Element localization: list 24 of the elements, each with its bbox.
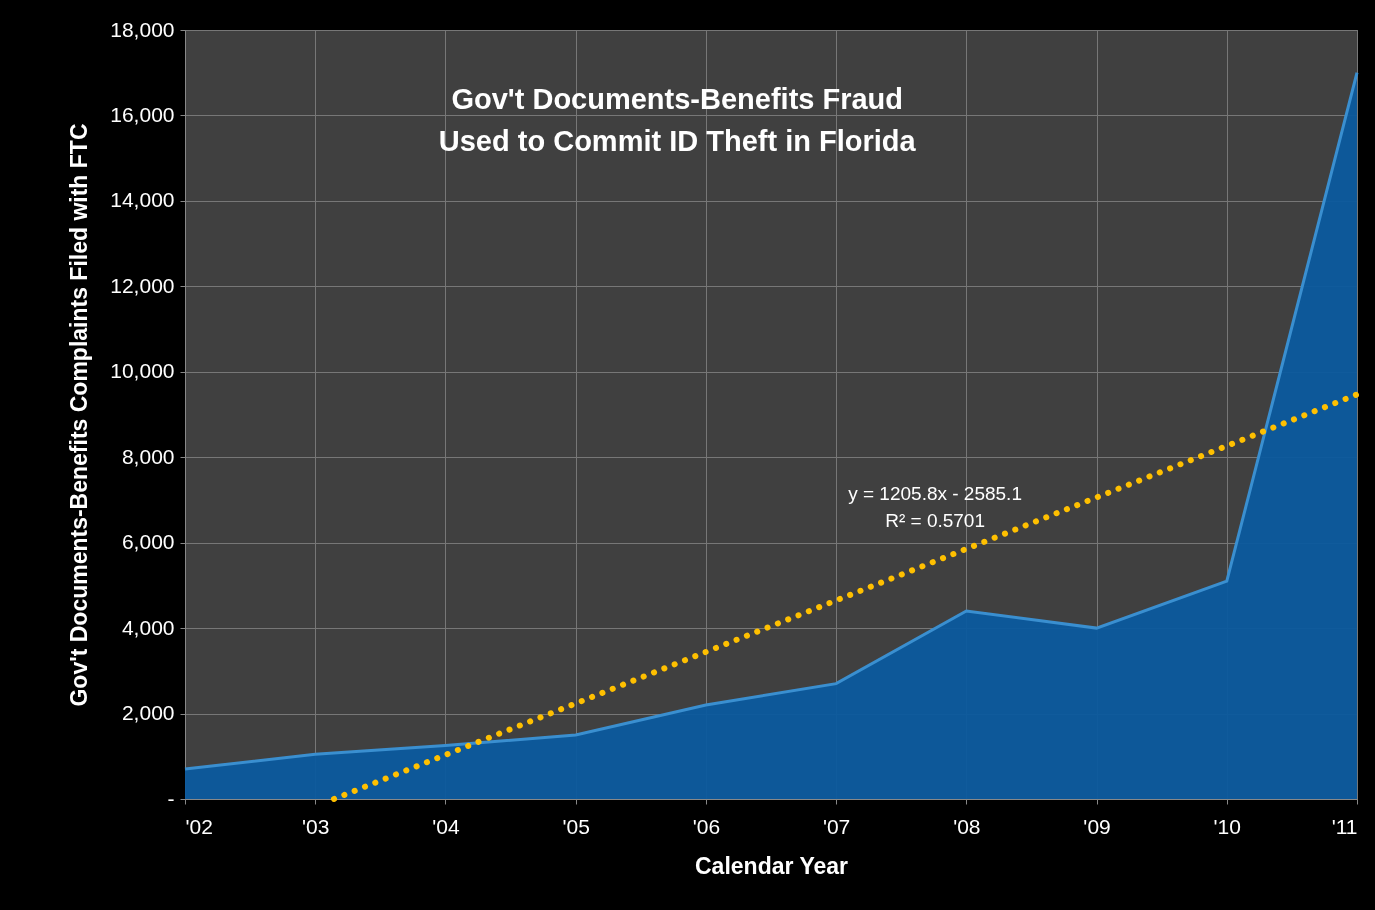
y-axis-title: Gov't Documents-Benefits Complaints Filed with FTC <box>66 123 93 707</box>
y-tick-label: 12,000 <box>110 273 175 297</box>
y-tick-label: 10,000 <box>110 359 175 383</box>
x-tick-label: '04 <box>432 814 460 838</box>
x-tick-label: '09 <box>1083 814 1111 838</box>
y-tick-label: 16,000 <box>110 102 175 126</box>
x-tick-label: '08 <box>953 814 981 838</box>
y-tick-label: 18,000 <box>110 17 175 41</box>
y-tick-label: 8,000 <box>121 444 175 468</box>
x-tick-label: '11 <box>1331 814 1358 838</box>
x-tick-label: '06 <box>692 814 721 838</box>
text: Gov't Documents-Benefits Fraud Used to Commit ID Theft in Florida <box>438 83 917 157</box>
y-tick-label: 6,000 <box>121 530 175 554</box>
x-axis-title: Calendar Year <box>694 852 849 879</box>
x-tick-label: '02 <box>185 814 213 838</box>
x-tick-label: '07 <box>822 814 851 838</box>
y-tick-label: - <box>167 786 175 810</box>
x-tick-label: '05 <box>562 814 590 838</box>
y-tick-label: 4,000 <box>121 615 175 639</box>
y-tick-label: 2,000 <box>121 701 175 725</box>
x-tick-label: '10 <box>1213 814 1241 838</box>
x-tick-label: '03 <box>302 814 330 838</box>
annotation: y = 1205.8x - 2585.1 R² = 0.5701 <box>848 483 1022 531</box>
y-tick-label: 14,000 <box>110 188 175 212</box>
